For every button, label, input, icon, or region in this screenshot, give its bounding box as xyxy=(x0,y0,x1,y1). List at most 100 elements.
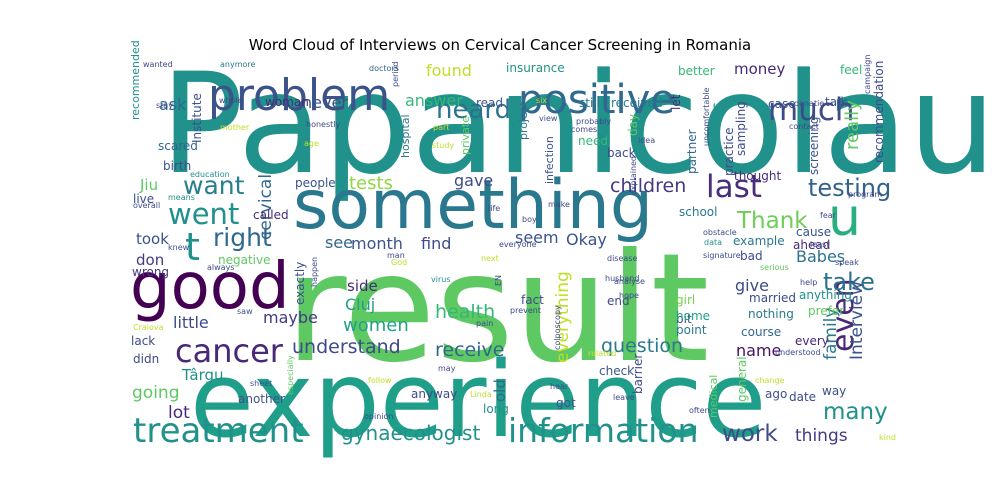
word-may: may xyxy=(438,364,456,373)
word-ago: ago xyxy=(765,387,787,401)
word-lack: lack xyxy=(131,334,155,348)
word-next: next xyxy=(481,254,499,263)
word-little: little xyxy=(173,313,209,332)
word-babe-: Babeș xyxy=(796,247,845,266)
word-part: part xyxy=(433,123,449,132)
word-even: even xyxy=(826,278,861,352)
word-institute: Institute xyxy=(190,93,204,143)
word-receive: receive xyxy=(435,339,504,361)
word-day: day xyxy=(626,114,640,136)
word-six: six xyxy=(536,96,547,105)
word-program: program xyxy=(848,190,882,199)
word-read: read xyxy=(476,96,503,110)
word-woman: woman xyxy=(265,95,309,109)
word-right: right xyxy=(213,223,272,252)
word-hear: hear xyxy=(550,382,569,391)
word-cause: cause xyxy=(796,225,831,239)
word-date: date xyxy=(789,390,816,404)
word-saw: saw xyxy=(237,307,253,316)
word-fact: fact xyxy=(521,293,544,307)
word-take: take xyxy=(823,268,875,296)
word-bad: bad xyxy=(740,249,763,263)
word-women: women xyxy=(343,315,409,336)
word-information: information xyxy=(508,411,698,450)
word-explained: explained xyxy=(629,156,638,195)
word-hospital: hospital xyxy=(399,114,412,158)
word-everyone: everyone xyxy=(499,240,537,249)
word-exactly: exactly xyxy=(293,262,307,305)
word-much: much xyxy=(768,92,855,128)
word-people: people xyxy=(295,176,336,190)
word-question: question xyxy=(601,335,683,357)
word-old: old xyxy=(491,379,509,402)
word-general: general xyxy=(735,356,749,402)
word-change: change xyxy=(755,376,785,385)
word-kind: kind xyxy=(879,433,896,442)
word-experience: experience xyxy=(190,339,766,461)
word-find: find xyxy=(421,234,451,253)
word-positive: positive xyxy=(518,77,675,123)
word-went: went xyxy=(168,197,239,231)
word-donatie: donatie xyxy=(794,99,824,108)
word-treatment: treatment xyxy=(133,411,304,451)
word-testing: testing xyxy=(808,174,891,202)
word-view: view xyxy=(539,114,558,123)
word-another: another xyxy=(238,392,285,406)
word-colposcopy: colposcopy xyxy=(553,305,562,350)
word-fear: fear xyxy=(820,211,837,220)
word-result: result xyxy=(285,222,709,396)
word-scared: scared xyxy=(158,139,198,153)
word-last: last xyxy=(706,169,762,205)
word-back: back xyxy=(607,146,636,160)
word-life: life xyxy=(488,204,500,213)
word-don: don xyxy=(136,251,164,269)
word-thought: thought xyxy=(734,169,781,183)
word-overall: overall xyxy=(133,201,160,210)
word-family: family xyxy=(821,308,841,360)
word-anymore: anymore xyxy=(220,60,256,69)
word-side: side xyxy=(347,277,378,295)
word-didn: didn xyxy=(133,352,159,366)
word-birth: birth xyxy=(163,159,191,173)
word-give: give xyxy=(735,276,769,295)
word-probably: probably xyxy=(576,117,611,126)
word-analyse: analyse xyxy=(614,277,645,286)
word-point: point xyxy=(676,323,707,337)
word-called: called xyxy=(253,208,289,222)
word-heard: heard xyxy=(436,95,511,125)
word-barrier: barrier xyxy=(631,354,645,394)
word-anyway: anyway xyxy=(411,387,457,401)
word-money: money xyxy=(734,60,786,78)
word-lot: lot xyxy=(168,403,190,423)
word-partner: partner xyxy=(685,129,699,174)
word-make: make xyxy=(548,200,570,209)
word-married: married xyxy=(749,291,796,305)
word-craiova: Craiova xyxy=(133,323,164,332)
word-cluj: Cluj xyxy=(345,295,375,314)
word-ask: ask xyxy=(159,95,187,114)
word-sheet: sheet xyxy=(250,379,272,388)
word-still: still xyxy=(579,96,600,110)
word-doctors: doctors xyxy=(369,64,399,73)
word-en: EN xyxy=(494,275,503,286)
word-school: school xyxy=(679,205,717,219)
word-campaign: campaign xyxy=(863,55,872,94)
word-interview: Interview xyxy=(847,281,867,360)
word-gynaecologist: gynaecologist xyxy=(341,421,480,445)
word-gave: gave xyxy=(454,171,493,190)
word-many: many xyxy=(823,399,888,425)
word-papanicolau: Papanicolau xyxy=(160,43,996,205)
word-month: month xyxy=(351,234,403,253)
word-girl: girl xyxy=(676,293,695,307)
word-understand: understand xyxy=(292,336,401,358)
word-nothing: nothing xyxy=(748,307,794,321)
word-leave: leave xyxy=(613,393,635,402)
word-way: way xyxy=(822,384,846,398)
word-understood: understood xyxy=(775,348,821,357)
word-means: means xyxy=(168,193,195,202)
word-signature: signature xyxy=(703,251,741,260)
word-screening: screening xyxy=(807,117,821,175)
word-something: something xyxy=(293,166,653,245)
word-husband: husband xyxy=(605,274,639,283)
